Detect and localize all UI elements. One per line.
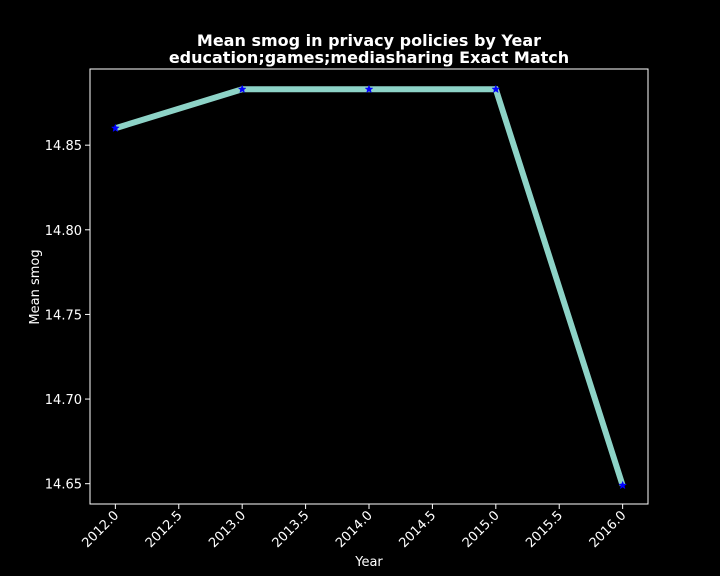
x-axis-label: Year: [354, 555, 383, 570]
y-tick-label: 14.85: [45, 139, 82, 154]
data-point-marker: [491, 84, 501, 94]
y-tick-label: 14.75: [45, 308, 82, 323]
plot-area: [110, 84, 628, 490]
data-point-marker: [110, 123, 120, 133]
y-tick-label: 14.80: [45, 224, 82, 239]
chart-title-line2: education;games;mediasharing Exact Match: [169, 48, 569, 67]
data-point-marker: [237, 84, 247, 94]
chart-title-line1: Mean smog in privacy policies by Year: [197, 31, 541, 50]
y-tick-label: 14.70: [45, 393, 82, 408]
data-point-marker: [618, 480, 628, 490]
data-point-marker: [364, 84, 374, 94]
y-axis-label: Mean smog: [28, 249, 43, 324]
y-axis: 14.65 14.70 14.75 14.80 14.85: [45, 139, 90, 493]
y-tick-label: 14.65: [45, 478, 82, 493]
